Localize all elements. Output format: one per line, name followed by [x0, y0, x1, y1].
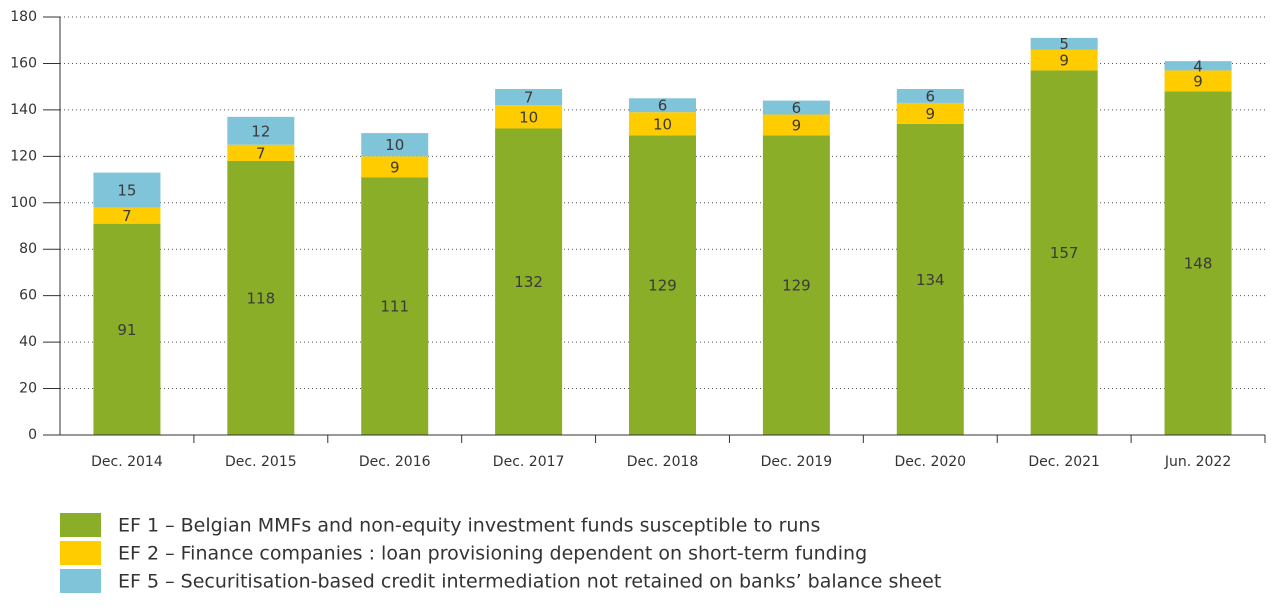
bar-segment: [1164, 61, 1232, 71]
x-tick-label: Dec. 2017: [493, 454, 565, 470]
bar-segment: [495, 128, 563, 435]
bar-segment: [361, 177, 429, 435]
bar-segment: [361, 156, 429, 178]
y-tick-label: 180: [10, 9, 37, 25]
y-tick-label: 160: [10, 55, 37, 71]
y-tick-label: 80: [19, 241, 37, 257]
bar-segment: [896, 123, 964, 436]
data-label: 6: [926, 87, 936, 105]
data-label: 129: [782, 277, 811, 295]
data-label: 148: [1184, 255, 1213, 273]
bar-segment: [629, 112, 696, 136]
bar-segment: [629, 98, 696, 113]
y-tick-label: 60: [19, 288, 37, 304]
data-label: 9: [390, 158, 400, 176]
y-tick-label: 0: [28, 427, 37, 443]
data-label: 9: [792, 116, 802, 134]
bar-segment: [1164, 70, 1232, 92]
bar-segment: [361, 133, 429, 157]
bar-segment: [495, 88, 563, 106]
x-tick-label: Dec. 2016: [359, 454, 431, 470]
data-label: 7: [256, 144, 266, 162]
legend-swatch: [60, 513, 101, 537]
bar-segment: [1164, 91, 1232, 436]
data-label: 4: [1193, 57, 1203, 75]
legend-swatch: [60, 541, 101, 565]
legend-label: EF 1 – Belgian MMFs and non-equity inves…: [118, 515, 820, 537]
bar-segment: [93, 172, 161, 208]
y-tick-label: 100: [10, 195, 37, 211]
data-label: 129: [648, 277, 677, 295]
y-tick-label: 140: [10, 102, 37, 118]
bar-segment: [1030, 70, 1098, 436]
x-tick-label: Jun. 2022: [1164, 454, 1231, 470]
bar-segment: [1030, 37, 1098, 50]
data-label: 9: [926, 105, 936, 123]
x-tick-label: Dec. 2021: [1028, 454, 1100, 470]
bar-segment: [762, 135, 830, 435]
data-label: 111: [380, 298, 409, 316]
bar-segment: [762, 100, 830, 115]
legend-swatch: [60, 569, 101, 593]
data-label: 157: [1050, 244, 1079, 262]
bar-segment: [629, 135, 696, 435]
data-label: 7: [122, 207, 132, 225]
x-tick-label: Dec. 2019: [761, 454, 833, 470]
data-label: 6: [658, 97, 668, 115]
bar-segment: [93, 223, 161, 435]
x-tick-label: Dec. 2014: [91, 454, 163, 470]
bar-segment: [495, 105, 563, 129]
y-tick-label: 40: [19, 334, 37, 350]
bar-segment: [896, 102, 964, 124]
bar-segment: [227, 116, 295, 145]
data-label: 10: [519, 108, 538, 126]
y-tick-label: 20: [19, 381, 37, 397]
bar-segment: [762, 114, 830, 136]
data-label: 7: [524, 89, 534, 107]
legend-label: EF 2 – Finance companies : loan provisio…: [118, 543, 867, 565]
data-label: 12: [251, 122, 270, 140]
data-label: 6: [792, 99, 802, 117]
x-tick-label: Dec. 2015: [225, 454, 297, 470]
data-label: 134: [916, 271, 945, 289]
data-label: 5: [1059, 35, 1069, 53]
bar-segment: [93, 207, 161, 224]
data-label: 10: [653, 115, 672, 133]
bar-segment: [227, 144, 295, 161]
x-tick-label: Dec. 2018: [627, 454, 699, 470]
y-tick-label: 120: [10, 148, 37, 164]
bar-segment: [1030, 49, 1098, 71]
bar-segment: [227, 160, 295, 435]
data-label: 15: [117, 182, 136, 200]
data-label: 9: [1193, 72, 1203, 90]
data-label: 10: [385, 136, 404, 154]
bar-segment: [896, 88, 964, 103]
data-label: 91: [117, 321, 136, 339]
data-label: 132: [514, 273, 543, 291]
data-label: 118: [247, 289, 276, 307]
x-tick-label: Dec. 2020: [894, 454, 966, 470]
legend-label: EF 5 – Securitisation-based credit inter…: [118, 571, 941, 593]
data-label: 9: [1059, 51, 1069, 69]
